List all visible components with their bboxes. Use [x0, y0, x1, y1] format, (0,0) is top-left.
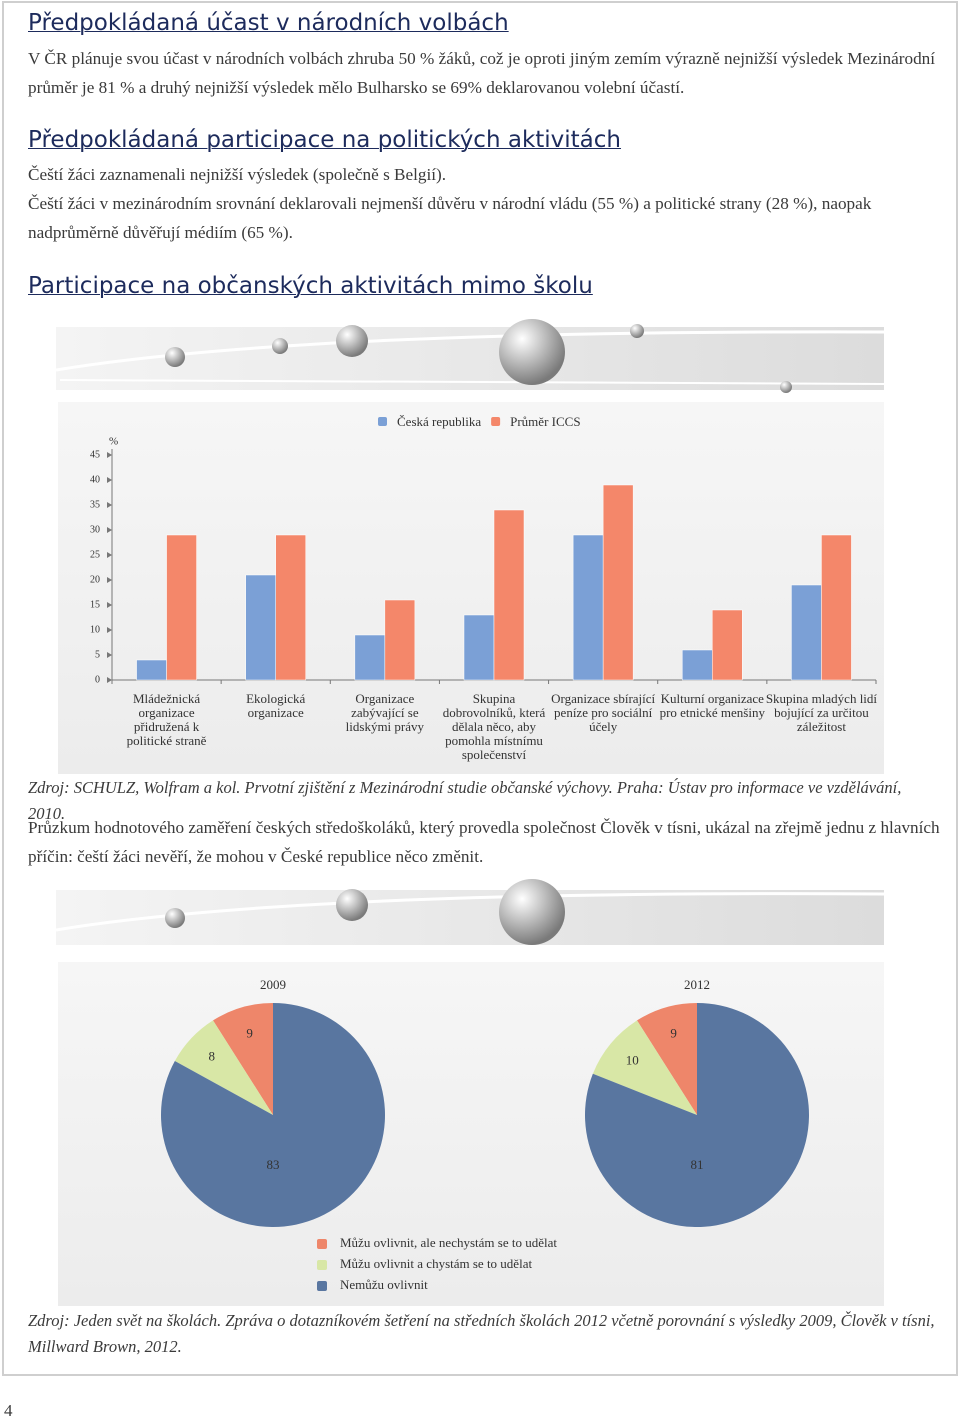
paragraph: Čeští žáci zaznamenali nejnižší výsledek… — [28, 165, 447, 184]
y-tick — [107, 552, 112, 558]
pie-slice — [636, 1003, 697, 1115]
data-label: 10 — [626, 1052, 639, 1067]
pie-slice — [585, 1003, 810, 1228]
x-tick-label: Skupina mladých lidí bojující za určitou… — [765, 691, 878, 734]
y-tick — [107, 602, 112, 608]
decor-band — [55, 319, 885, 393]
legend-label: Můžu ovlivnit, ale nechystám se to uděla… — [340, 1235, 557, 1250]
paragraph: Čeští žáci v mezinárodním srovnání dekla… — [28, 194, 872, 242]
bar — [493, 509, 525, 681]
pie-slice — [174, 1020, 273, 1115]
bar — [245, 574, 276, 681]
pie-title: 2012 — [684, 977, 710, 992]
legend-label: Můžu ovlivnit a chystám se to udělat — [340, 1256, 532, 1271]
source-note: Zdroj: SCHULZ, Wolfram a kol. Prvotní zj… — [28, 778, 902, 823]
legend-swatch — [317, 1281, 327, 1291]
heading: Participace na občanských aktivitách mim… — [28, 273, 593, 299]
paragraph: V ČR plánuje svou účast v národních volb… — [28, 49, 936, 97]
data-label: 9 — [246, 1025, 253, 1040]
legend-swatch — [317, 1239, 327, 1249]
x-tick-label: Mládežnická organizace přidružená k poli… — [126, 691, 207, 748]
bar — [821, 534, 852, 681]
y-tick — [107, 527, 112, 533]
y-tick-label: 10 — [90, 624, 100, 635]
y-tick-label: 35 — [90, 499, 100, 510]
data-label: 8 — [209, 1048, 216, 1063]
pie-slice — [161, 1003, 385, 1228]
data-label: 83 — [267, 1157, 280, 1172]
legend-swatch — [491, 417, 501, 426]
y-axis-label: % — [109, 436, 118, 448]
legend-label: Nemůžu ovlivnit — [340, 1277, 428, 1292]
pie-title: 2009 — [260, 977, 286, 992]
y-tick — [107, 477, 112, 483]
page-frame — [2, 1, 958, 1376]
heading: Předpokládaná účast v národních volbách — [28, 10, 509, 36]
bar — [712, 609, 743, 681]
data-label: 81 — [691, 1157, 704, 1172]
heading: Předpokládaná participace na politických… — [28, 127, 622, 153]
y-tick-label: 25 — [90, 549, 100, 560]
x-tick-label: Skupina dobrovolníků, která dělala něco,… — [442, 691, 546, 762]
paragraph: Průzkum hodnotového zaměření českých stř… — [28, 818, 940, 866]
legend-label: Česká republika — [397, 414, 481, 429]
y-tick-label: 0 — [95, 674, 100, 685]
pie-slice — [592, 1020, 697, 1115]
bar — [166, 534, 197, 681]
y-tick-label: 30 — [90, 524, 100, 535]
y-tick-label: 15 — [90, 599, 100, 610]
x-tick-label: Organizace sbírající peníze pro sociální… — [551, 691, 656, 734]
bar — [572, 534, 604, 681]
page-number: 4 — [4, 1401, 13, 1420]
y-tick-label: 40 — [90, 474, 100, 485]
decor-band — [55, 879, 885, 945]
y-tick-label: 20 — [90, 574, 100, 585]
legend-label: Průměr ICCS — [510, 414, 580, 429]
bar — [354, 634, 386, 681]
x-tick-label: Kulturní organizace pro etnické menšiny — [659, 691, 765, 720]
bar — [136, 659, 167, 681]
y-tick — [107, 502, 112, 508]
bar — [384, 599, 416, 681]
source-note: Zdroj: Jeden svět na školách. Zpráva o d… — [28, 1311, 935, 1356]
legend-swatch — [378, 417, 387, 426]
y-tick — [107, 677, 112, 683]
x-tick-label: Ekologická organizace — [246, 691, 306, 720]
bar — [682, 649, 713, 681]
y-tick — [107, 577, 112, 583]
bar — [275, 534, 306, 681]
y-tick — [107, 652, 112, 658]
y-tick — [107, 627, 112, 633]
bar — [602, 484, 634, 681]
data-label: 9 — [670, 1025, 677, 1040]
y-tick-label: 5 — [95, 649, 100, 660]
x-tick-label: Organizace zabývající se lidskými právy — [345, 691, 425, 734]
bar — [463, 614, 495, 681]
y-tick-label: 45 — [90, 449, 100, 460]
pie-slice — [212, 1003, 273, 1115]
legend-swatch — [317, 1260, 327, 1270]
y-tick — [107, 452, 112, 458]
bar — [791, 584, 822, 681]
